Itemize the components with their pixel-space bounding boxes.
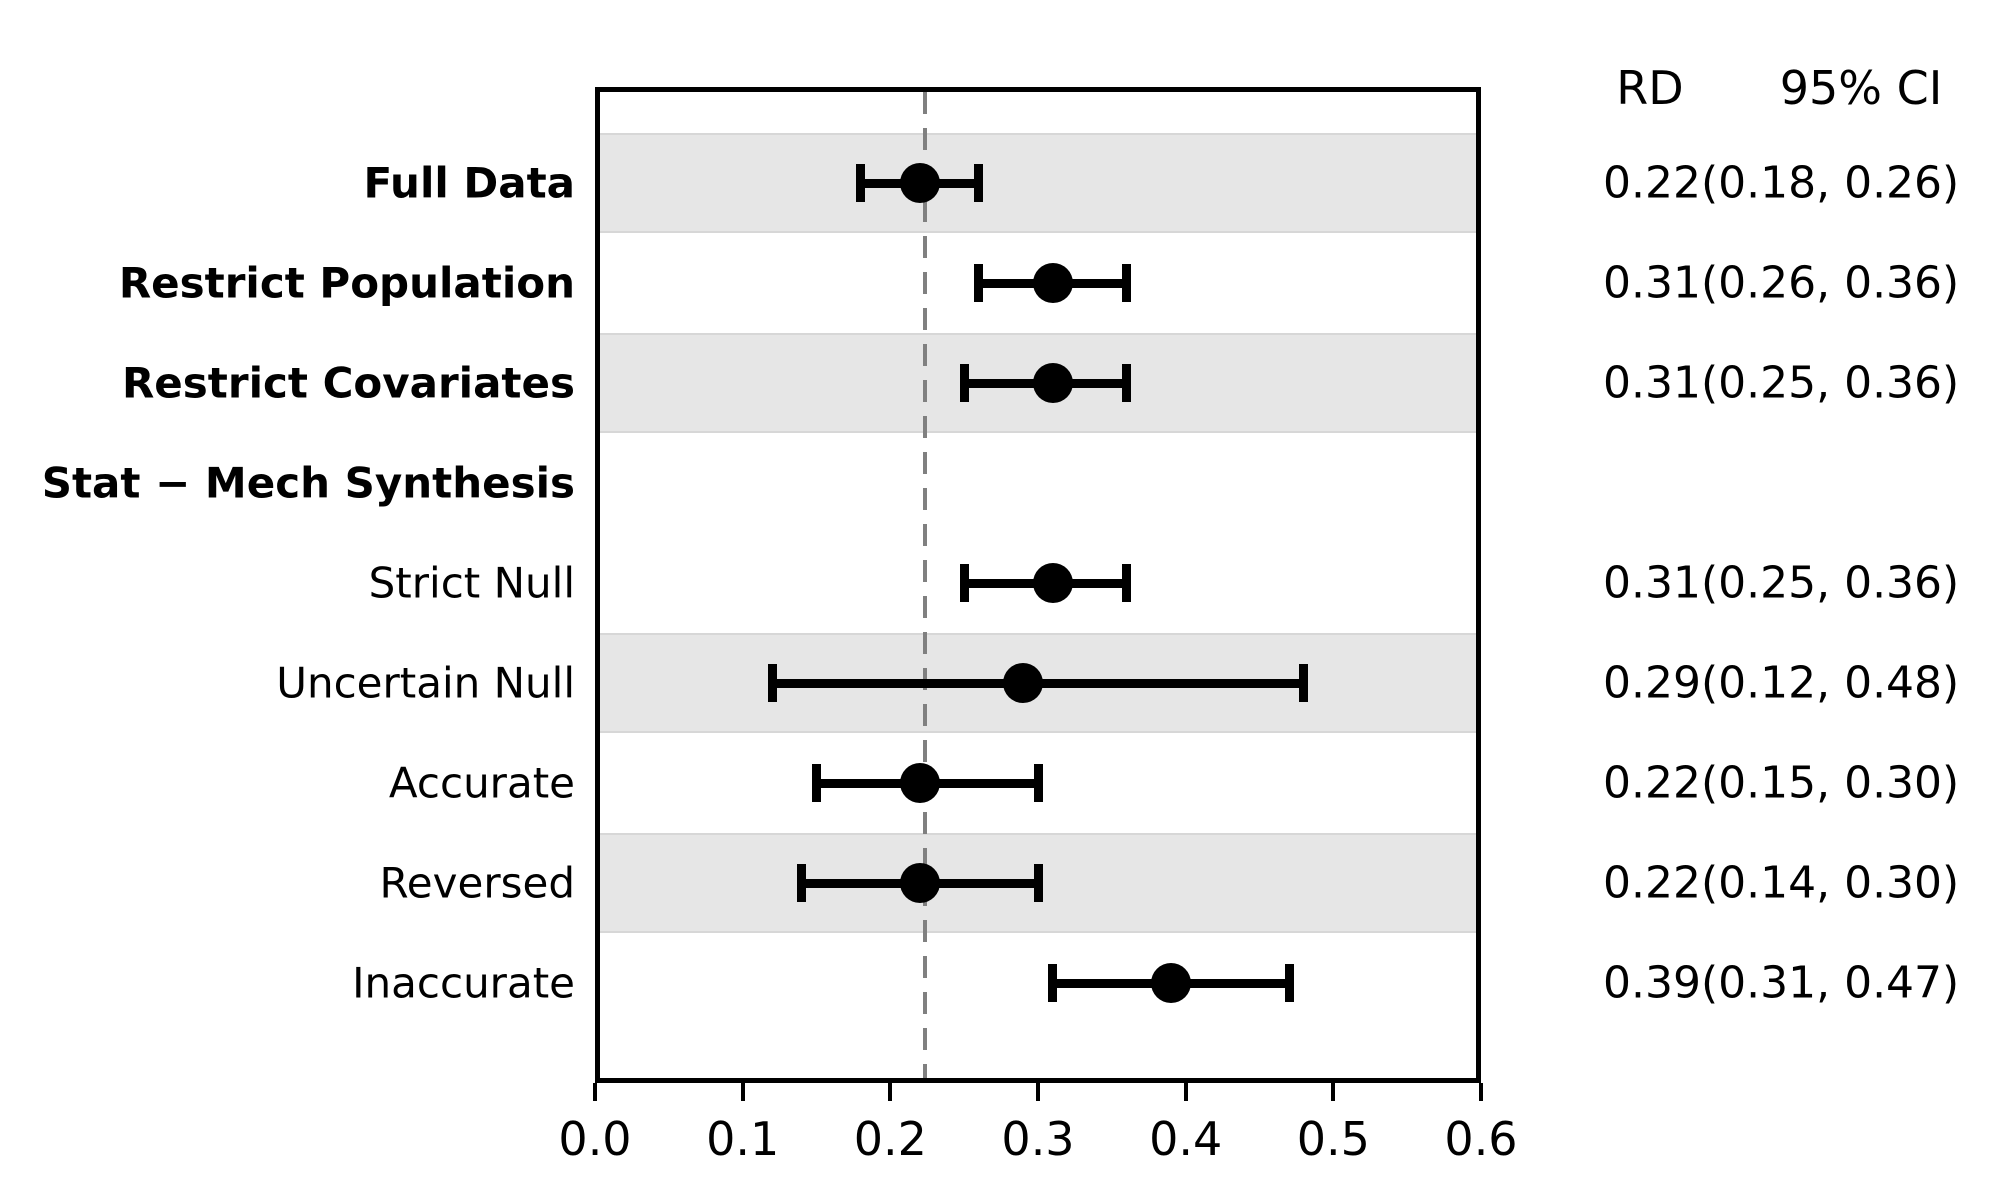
row-band xyxy=(600,133,1476,233)
error-bar-cap xyxy=(1122,564,1132,602)
row-label: Accurate xyxy=(388,758,575,808)
error-bar-cap xyxy=(1284,964,1294,1002)
point-marker xyxy=(899,863,940,903)
row-label: Restrict Covariates xyxy=(121,358,575,408)
error-bar-cap xyxy=(767,664,777,702)
error-bar-cap xyxy=(974,164,984,202)
error-bar-cap xyxy=(959,364,969,402)
point-marker xyxy=(899,163,940,203)
row-label: Stat − Mech Synthesis xyxy=(41,458,575,508)
x-tick-mark xyxy=(888,1083,893,1101)
x-tick-mark xyxy=(1036,1083,1040,1101)
error-bar-cap xyxy=(1048,964,1058,1002)
row-label: Strict Null xyxy=(368,558,575,608)
point-marker xyxy=(1032,363,1073,403)
point-marker xyxy=(899,763,940,803)
error-bar-cap xyxy=(959,564,969,602)
x-tick-label: 0.1 xyxy=(706,1112,780,1166)
error-bar-cap xyxy=(974,264,984,302)
row-label: Uncertain Null xyxy=(276,658,575,708)
x-tick-label: 0.3 xyxy=(1001,1112,1075,1166)
error-bar-cap xyxy=(1122,264,1132,302)
error-bar-cap xyxy=(1299,664,1309,702)
error-bar-cap xyxy=(1033,864,1043,902)
x-tick-label: 0.5 xyxy=(1296,1112,1370,1166)
x-tick-label: 0.0 xyxy=(558,1112,632,1166)
x-tick-mark xyxy=(1331,1083,1336,1101)
value-label: 0.22(0.14, 0.30) xyxy=(1603,857,1960,909)
point-marker xyxy=(1032,263,1073,303)
rd-column-header: RD xyxy=(1616,61,1684,115)
row-label: Full Data xyxy=(363,158,575,208)
value-label: 0.39(0.31, 0.47) xyxy=(1603,957,1960,1009)
row-label: Restrict Population xyxy=(118,258,575,308)
x-tick-label: 0.6 xyxy=(1444,1112,1518,1166)
x-tick-mark xyxy=(593,1083,597,1101)
value-label: 0.29(0.12, 0.48) xyxy=(1603,657,1960,709)
plot-area xyxy=(595,87,1481,1083)
x-tick-label: 0.2 xyxy=(853,1112,927,1166)
row-label: Inaccurate xyxy=(352,958,575,1008)
row-label: Reversed xyxy=(379,858,575,908)
value-label: 0.22(0.15, 0.30) xyxy=(1603,757,1960,809)
x-tick-label: 0.4 xyxy=(1149,1112,1223,1166)
value-label: 0.31(0.26, 0.36) xyxy=(1603,257,1960,309)
error-bar-cap xyxy=(1033,764,1043,802)
reference-dashed-line xyxy=(922,92,927,1078)
error-bar-cap xyxy=(812,764,821,802)
ci-column-header: 95% CI xyxy=(1779,61,1943,115)
point-marker xyxy=(1032,563,1073,603)
point-marker xyxy=(1003,663,1044,703)
value-label: 0.31(0.25, 0.36) xyxy=(1603,357,1960,409)
value-label: 0.22(0.18, 0.26) xyxy=(1603,157,1960,209)
error-bar-cap xyxy=(856,164,866,202)
value-label: 0.31(0.25, 0.36) xyxy=(1603,557,1960,609)
x-tick-mark xyxy=(1183,1083,1188,1101)
error-bar-cap xyxy=(1122,364,1132,402)
point-marker xyxy=(1150,963,1191,1003)
x-tick-mark xyxy=(1479,1083,1483,1101)
error-bar-cap xyxy=(797,864,807,902)
x-tick-mark xyxy=(740,1083,745,1101)
